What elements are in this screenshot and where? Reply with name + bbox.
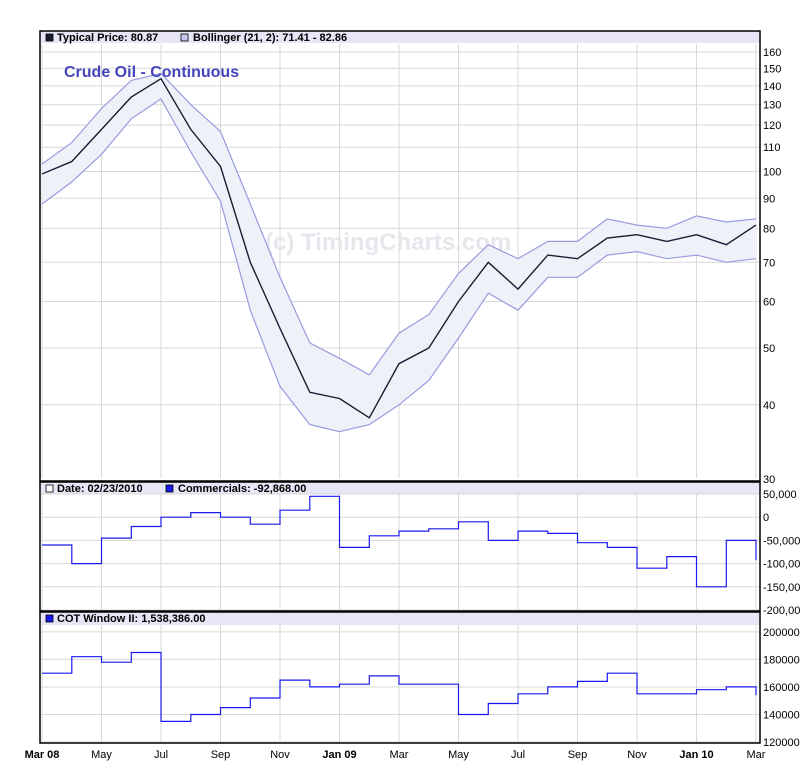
x-tick-label: Nov (270, 749, 290, 761)
y-tick-label: 110 (763, 142, 781, 154)
bollinger-legend: Bollinger (21, 2): 71.41 - 82.86 (193, 32, 347, 44)
y-tick-label: -100,000 (763, 559, 800, 571)
y-tick-label: 0 (763, 512, 769, 524)
chart-title: Crude Oil - Continuous (64, 64, 239, 81)
commercials-legend-bar (41, 482, 759, 494)
x-tick-label: Mar (747, 749, 766, 761)
x-tick-label: Sep (568, 749, 588, 761)
commercials-legend-icon (165, 484, 174, 493)
x-tick-label: May (448, 749, 469, 761)
y-tick-label: 160000 (763, 682, 800, 694)
cot-panel (40, 612, 760, 743)
y-tick-label: -150,000 (763, 582, 800, 594)
commercials-line (42, 495, 757, 588)
x-tick-label: Sep (211, 749, 231, 761)
cot-legend-bar (41, 612, 759, 625)
price-panel (40, 31, 760, 481)
y-tick-label: 70 (763, 257, 775, 269)
y-tick-label: -200,000 (763, 605, 800, 617)
x-tick-label: Jan 09 (322, 749, 356, 761)
y-tick-label: 130 (763, 100, 781, 112)
price-panel-border (39, 30, 761, 482)
cot-legend-icon (45, 614, 54, 623)
x-tick-label: Mar 08 (25, 749, 60, 761)
x-tick-label: Jul (154, 749, 168, 761)
commercials-legend: Commercials: -92,868.00 (178, 483, 306, 495)
y-tick-label: 90 (763, 193, 775, 205)
y-tick-label: 160 (763, 47, 781, 59)
y-tick-label: 50,000 (763, 489, 797, 501)
y-tick-label: 40 (763, 400, 775, 412)
y-tick-label: 140 (763, 81, 781, 93)
typical-price-line (41, 77, 757, 419)
y-tick-label: 60 (763, 297, 775, 309)
y-tick-label: 120 (763, 120, 781, 132)
date-legend-icon (45, 484, 54, 493)
y-tick-label: 120000 (763, 737, 800, 749)
bollinger-band-fill (42, 73, 756, 432)
watermark: (c) TimingCharts.com (265, 229, 511, 256)
y-tick-label: 140000 (763, 709, 800, 721)
x-axis-ticks: Mar 08 May Jul Sep Nov Jan 09 Mar May Jul Sep Nov J… (25, 749, 766, 761)
bollinger-legend-icon (180, 33, 189, 42)
y-tick-label: 180000 (763, 654, 800, 666)
y-tick-label: 50 (763, 343, 775, 355)
cot-window-line (42, 651, 757, 722)
x-tick-label: Jan 10 (679, 749, 713, 761)
price-legend-bar (41, 31, 759, 43)
bollinger-upper-line (41, 72, 757, 376)
y-tick-label: 80 (763, 223, 775, 235)
x-tick-label: Jul (511, 749, 525, 761)
bollinger-lower-line (41, 98, 757, 433)
typical-price-legend-icon (45, 33, 54, 42)
y-tick-label: 30 (763, 474, 775, 486)
commercials-panel-border (39, 481, 761, 612)
x-tick-label: May (91, 749, 112, 761)
x-tick-label: Mar (390, 749, 409, 761)
y-tick-label: 150 (763, 63, 781, 75)
y-tick-label: 200000 (763, 627, 800, 639)
bollinger-band (41, 72, 757, 433)
y-tick-label: -50,000 (763, 535, 800, 547)
y-tick-label: 100 (763, 166, 781, 178)
date-legend: Date: 02/23/2010 (57, 483, 143, 495)
cot-legend: COT Window II: 1,538,386.00 (57, 613, 205, 625)
typical-price-legend: Typical Price: 80.87 (57, 32, 158, 44)
cot-panel-border (39, 611, 761, 744)
y-axis-ticks: 40 50 60 70 80 90 100 110 120 130 140 150 160 30 -200,… (763, 47, 800, 749)
x-tick-label: Nov (627, 749, 647, 761)
commercials-panel (40, 482, 760, 611)
series-lines (41, 77, 757, 722)
